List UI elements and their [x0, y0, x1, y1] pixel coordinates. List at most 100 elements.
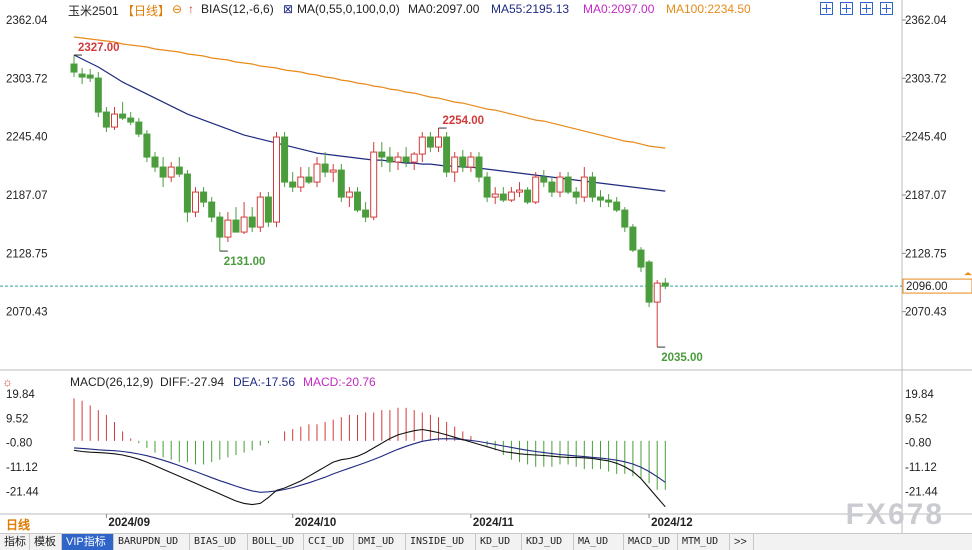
candle — [183, 170, 191, 223]
candle — [313, 157, 321, 188]
bias-label: BIAS(12,-6,6) — [201, 2, 274, 16]
tab-dmi-ud[interactable]: DMI_UD — [354, 534, 406, 550]
candle-body — [216, 216, 224, 238]
candle — [548, 177, 556, 198]
settings-icon[interactable] — [880, 2, 893, 15]
candle — [524, 187, 532, 205]
tab-模板[interactable]: 模板 — [30, 534, 62, 550]
macd-dea: DEA:-17.56 — [233, 375, 296, 389]
candle-body — [443, 136, 451, 173]
candle — [653, 280, 661, 348]
price-tick-label-right: 2245.40 — [905, 132, 947, 144]
candle-body — [127, 117, 135, 123]
axes: 2362.04 2362.04 2303.72 2303.72 2245.40 2245.… — [6, 15, 972, 529]
candle — [135, 118, 143, 138]
candle — [443, 132, 451, 178]
candle-body — [102, 111, 110, 128]
candle-body — [402, 156, 410, 163]
diff-line — [73, 428, 666, 508]
candles — [70, 55, 669, 348]
candle-body — [240, 216, 248, 233]
tab-barupdn-ud[interactable]: BARUPDN_UD — [114, 534, 190, 550]
candle — [435, 128, 442, 153]
period-label[interactable]: 日线 — [6, 518, 31, 532]
candle-body — [151, 156, 159, 168]
macd-panel — [73, 398, 666, 508]
candle — [151, 152, 159, 173]
candle — [621, 207, 629, 233]
tab-mtm-ud[interactable]: MTM_UD — [678, 534, 730, 550]
tab-kdj-ud[interactable]: KDJ_UD — [522, 534, 574, 550]
candle — [167, 162, 175, 183]
tab-ma-ud[interactable]: MA_UD — [574, 534, 624, 550]
crosshair-icon[interactable] — [820, 2, 833, 15]
tab--[interactable]: >> — [730, 534, 754, 550]
annotations: 2327.00 2131.00 2254.00 2035.00 — [74, 42, 703, 364]
candle — [362, 202, 370, 223]
tab-kd-ud[interactable]: KD_UD — [476, 534, 522, 550]
candle — [629, 224, 637, 253]
candle-body — [507, 191, 515, 201]
candle-body — [281, 136, 289, 183]
candle — [127, 112, 135, 126]
candle — [256, 192, 264, 233]
candle — [451, 152, 459, 183]
tab-cci-ud[interactable]: CCI_UD — [304, 534, 354, 550]
candle-body — [580, 176, 588, 198]
current-price-marker — [964, 272, 972, 276]
candle — [467, 152, 475, 173]
minus-icon[interactable]: ⊖ — [172, 2, 183, 16]
candle-body — [313, 163, 321, 183]
macd-header: ☼ MACD(26,12,9) DIFF:-27.94 DEA:-17.56 M… — [0, 374, 600, 390]
sun-icon[interactable]: ☼ — [2, 375, 13, 389]
candle-body — [645, 261, 653, 303]
candle — [556, 172, 564, 198]
period-tag[interactable]: 【日线】 — [122, 4, 171, 18]
up-arrow-icon: ↑ — [188, 2, 194, 16]
candle — [572, 187, 580, 205]
macd-tick-label-left: -21.44 — [6, 486, 39, 498]
tab-inside-ud[interactable]: INSIDE_UD — [406, 534, 476, 550]
candle-body — [78, 73, 86, 78]
candle — [507, 187, 515, 203]
candle — [613, 197, 621, 213]
candle — [564, 172, 572, 195]
zoom-icon[interactable] — [840, 2, 853, 15]
macd-tick-label-right: 9.52 — [905, 413, 927, 425]
candle — [597, 190, 604, 208]
fit-icon[interactable] — [860, 2, 873, 15]
candle — [483, 172, 491, 203]
candle-body — [386, 156, 394, 163]
candle-body — [653, 282, 661, 303]
candle-body — [135, 121, 143, 135]
candle-body — [362, 209, 370, 218]
tab-指标[interactable]: 指标 — [0, 534, 30, 550]
price-tick-label-left: 2245.40 — [6, 132, 48, 144]
macd-diff: DIFF:-27.94 — [160, 375, 225, 389]
candle-body — [119, 113, 127, 119]
candle — [200, 187, 208, 208]
price-tick-label-right: 2362.04 — [905, 15, 947, 27]
tab-macd-ud[interactable]: MACD_UD — [624, 534, 678, 550]
candle — [418, 132, 426, 163]
macd-tick-label-right: -21.44 — [905, 486, 938, 498]
candle — [540, 170, 548, 188]
candle — [289, 172, 297, 193]
symbol-label[interactable]: 玉米2501 — [68, 4, 119, 18]
tab-bias-ud[interactable]: BIAS_UD — [190, 534, 248, 550]
candle-body — [459, 156, 467, 168]
chart-canvas[interactable]: 2362.04 2362.04 2303.72 2303.72 2245.40 2245.… — [0, 0, 972, 533]
price-tick-label-left: 2362.04 — [6, 15, 48, 27]
candle — [329, 164, 337, 183]
candle-body — [345, 191, 353, 198]
tab-boll-ud[interactable]: BOLL_UD — [248, 534, 304, 550]
ma0-label-2: MA0:2097.00 — [583, 2, 655, 16]
candle-body — [516, 189, 523, 193]
price-tick-label-left: 2128.75 — [6, 248, 48, 260]
candle — [143, 130, 151, 163]
candle-body — [111, 113, 118, 128]
candle — [402, 147, 410, 168]
candle-body — [192, 191, 199, 213]
candle — [378, 142, 386, 168]
tab-vip指标[interactable]: VIP指标 — [62, 534, 114, 550]
